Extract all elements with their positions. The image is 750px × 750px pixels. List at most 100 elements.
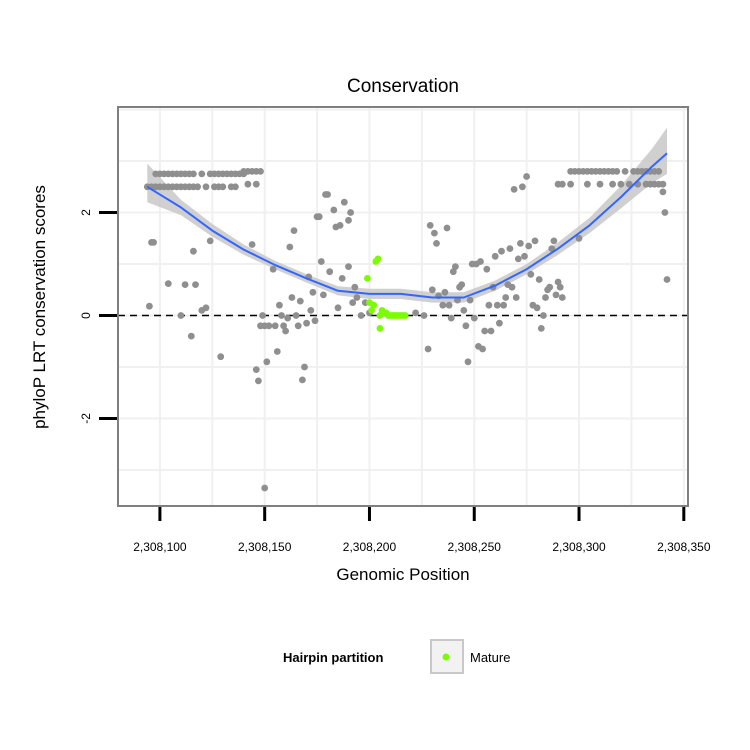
- other-point: [546, 283, 554, 291]
- other-point: [301, 363, 308, 371]
- smooth-line-layer: [146, 152, 668, 299]
- other-point: [252, 180, 260, 188]
- other-point: [596, 180, 604, 188]
- other-point: [288, 294, 296, 301]
- other-point: [460, 307, 468, 314]
- confidence-band: [147, 127, 668, 303]
- other-point: [426, 222, 434, 229]
- other-point: [609, 180, 616, 188]
- legend-mature-point: [442, 653, 450, 661]
- other-point: [187, 332, 195, 340]
- other-point: [192, 281, 199, 288]
- other-point: [206, 237, 214, 245]
- other-point: [535, 276, 543, 283]
- other-point: [496, 319, 503, 327]
- other-point: [659, 188, 667, 196]
- other-point: [307, 307, 315, 314]
- legend-label-mature: Mature: [470, 650, 510, 665]
- other-point: [527, 270, 535, 278]
- other-point: [259, 312, 266, 319]
- other-point: [493, 301, 501, 309]
- other-point: [326, 268, 334, 276]
- other-point: [558, 180, 566, 188]
- other-point: [502, 294, 510, 301]
- other-point: [412, 309, 419, 317]
- other-point: [296, 297, 304, 305]
- other-point: [420, 312, 428, 319]
- other-point: [514, 255, 522, 263]
- x-tick-label: 2,308,350: [657, 540, 711, 554]
- other-point: [340, 198, 348, 206]
- other-point: [433, 240, 440, 247]
- other-point: [280, 322, 287, 330]
- y-tick-label: 0: [79, 312, 93, 319]
- other-point: [548, 245, 556, 253]
- other-point: [498, 247, 505, 255]
- other-point: [500, 301, 507, 309]
- other-point: [512, 294, 520, 301]
- other-point: [441, 288, 449, 296]
- x-axis: 2,308,100 2,308,150 2,308,200 2,308,250 2,30…: [133, 507, 711, 554]
- other-point: [558, 294, 566, 301]
- other-point: [198, 170, 206, 178]
- other-point: [292, 312, 300, 319]
- other-point: [181, 281, 189, 288]
- other-point: [447, 314, 455, 322]
- other-point: [351, 283, 359, 291]
- other-point: [349, 299, 357, 306]
- other-point: [464, 358, 472, 366]
- y-axis: -2 0 2: [79, 209, 117, 424]
- legend-title: Hairpin partition: [283, 650, 383, 665]
- other-point: [479, 345, 486, 353]
- other-point: [202, 304, 210, 312]
- other-point: [190, 247, 197, 255]
- other-point: [269, 265, 277, 273]
- other-point: [164, 280, 172, 287]
- other-point: [357, 312, 365, 319]
- other-point: [265, 322, 273, 330]
- other-point: [531, 237, 539, 245]
- other-point: [540, 312, 547, 319]
- other-point: [552, 291, 560, 299]
- other-point: [252, 366, 260, 373]
- mature-point: [364, 275, 371, 282]
- other-point: [466, 296, 474, 304]
- other-point: [439, 301, 447, 309]
- other-point: [487, 327, 495, 335]
- chart-title: Conservation: [347, 76, 459, 97]
- other-point: [282, 327, 289, 335]
- other-point: [146, 302, 153, 310]
- other-point: [190, 170, 197, 178]
- other-point: [550, 237, 558, 245]
- other-point: [428, 286, 436, 294]
- confidence-band-layer: [147, 127, 668, 303]
- other-point: [248, 241, 256, 248]
- other-point: [575, 234, 583, 242]
- other-point: [521, 252, 528, 260]
- other-point: [286, 243, 294, 251]
- other-point: [481, 327, 489, 335]
- other-point: [347, 209, 354, 216]
- y-tick-label: 2: [79, 209, 93, 216]
- mature-point: [401, 312, 409, 319]
- other-point: [232, 183, 239, 191]
- mature-point: [368, 307, 375, 314]
- other-point: [508, 283, 516, 291]
- other-point: [519, 183, 526, 191]
- x-tick-label: 2,308,200: [343, 540, 397, 554]
- x-tick-label: 2,308,250: [448, 540, 502, 554]
- other-point: [567, 180, 574, 188]
- other-point: [424, 345, 432, 353]
- other-point: [506, 245, 514, 253]
- other-point: [345, 216, 352, 224]
- other-point: [617, 180, 625, 188]
- other-point: [556, 283, 564, 291]
- other-point: [317, 258, 325, 265]
- other-point: [278, 312, 285, 319]
- other-point: [309, 288, 317, 296]
- other-point: [443, 224, 451, 232]
- other-point: [255, 377, 262, 385]
- other-point: [613, 168, 621, 175]
- other-point: [299, 376, 306, 384]
- y-tick-label: -2: [79, 413, 93, 424]
